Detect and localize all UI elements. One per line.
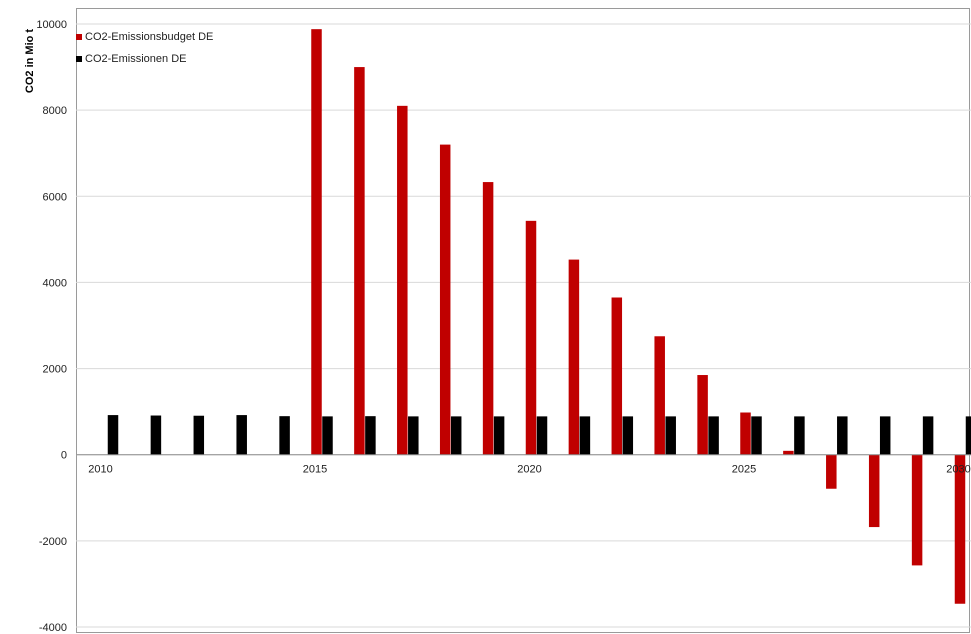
bar: [311, 29, 322, 455]
bar: [536, 416, 548, 455]
y-tick-label: -4000: [39, 622, 67, 634]
y-tick-label: 10000: [36, 19, 67, 31]
bar: [579, 416, 591, 455]
x-tick-label: 2015: [303, 464, 327, 476]
bar: [450, 416, 462, 455]
bar: [879, 416, 891, 455]
bar: [911, 454, 923, 566]
bar: [622, 416, 634, 455]
bar: [193, 415, 205, 455]
bar: [525, 220, 537, 455]
bar: [279, 416, 290, 455]
y-tick-label: 2000: [43, 364, 67, 376]
y-tick-label: 4000: [43, 277, 67, 289]
bars: [107, 29, 971, 604]
y-tick-label: 0: [61, 450, 67, 462]
y-tick-label: 6000: [43, 191, 67, 203]
bar: [568, 259, 580, 455]
bar: [354, 67, 365, 455]
bar: [697, 375, 708, 455]
bar: [439, 144, 451, 455]
grid: [76, 8, 971, 633]
axes: -4000 -2000 0 2000 4000 6000 8000 10000 2010 2015…: [24, 19, 971, 634]
x-tick-label: 2025: [732, 464, 756, 476]
bar: [794, 416, 805, 455]
bar: [740, 412, 751, 455]
y-tick-label: 8000: [43, 105, 67, 117]
x-tick-label: 2010: [88, 464, 112, 476]
legend-swatch: [76, 34, 82, 40]
bar: [954, 454, 966, 604]
x-tick-label: 2020: [517, 464, 541, 476]
legend-label: CO2-Emissionen DE: [85, 53, 186, 65]
bar: [965, 416, 971, 455]
bar: [493, 416, 505, 455]
bar: [826, 454, 837, 489]
bar: [397, 105, 408, 455]
bar: [868, 454, 880, 528]
x-tick-label: 2030: [946, 464, 970, 476]
bar: [408, 416, 419, 455]
legend-label: CO2-Emissionsbudget DE: [85, 31, 213, 43]
bar: [236, 415, 247, 455]
legend: CO2-Emissionsbudget DE CO2-Emissionen DE: [76, 31, 213, 65]
bar: [922, 416, 934, 455]
bar: [107, 415, 119, 455]
bar: [654, 336, 665, 455]
bar: [708, 416, 719, 455]
bar: [611, 297, 623, 455]
bar: [322, 416, 333, 455]
y-axis-title: CO2 in Mio t: [24, 29, 36, 94]
legend-swatch: [76, 56, 82, 62]
bar: [751, 416, 762, 455]
y-tick-label: -2000: [39, 536, 67, 548]
bar: [150, 415, 162, 455]
bar: [783, 450, 794, 455]
bar: [365, 416, 376, 455]
chart-frame: [76, 8, 970, 633]
bar: [482, 182, 494, 455]
bar: [837, 416, 848, 455]
bar: [665, 416, 676, 455]
